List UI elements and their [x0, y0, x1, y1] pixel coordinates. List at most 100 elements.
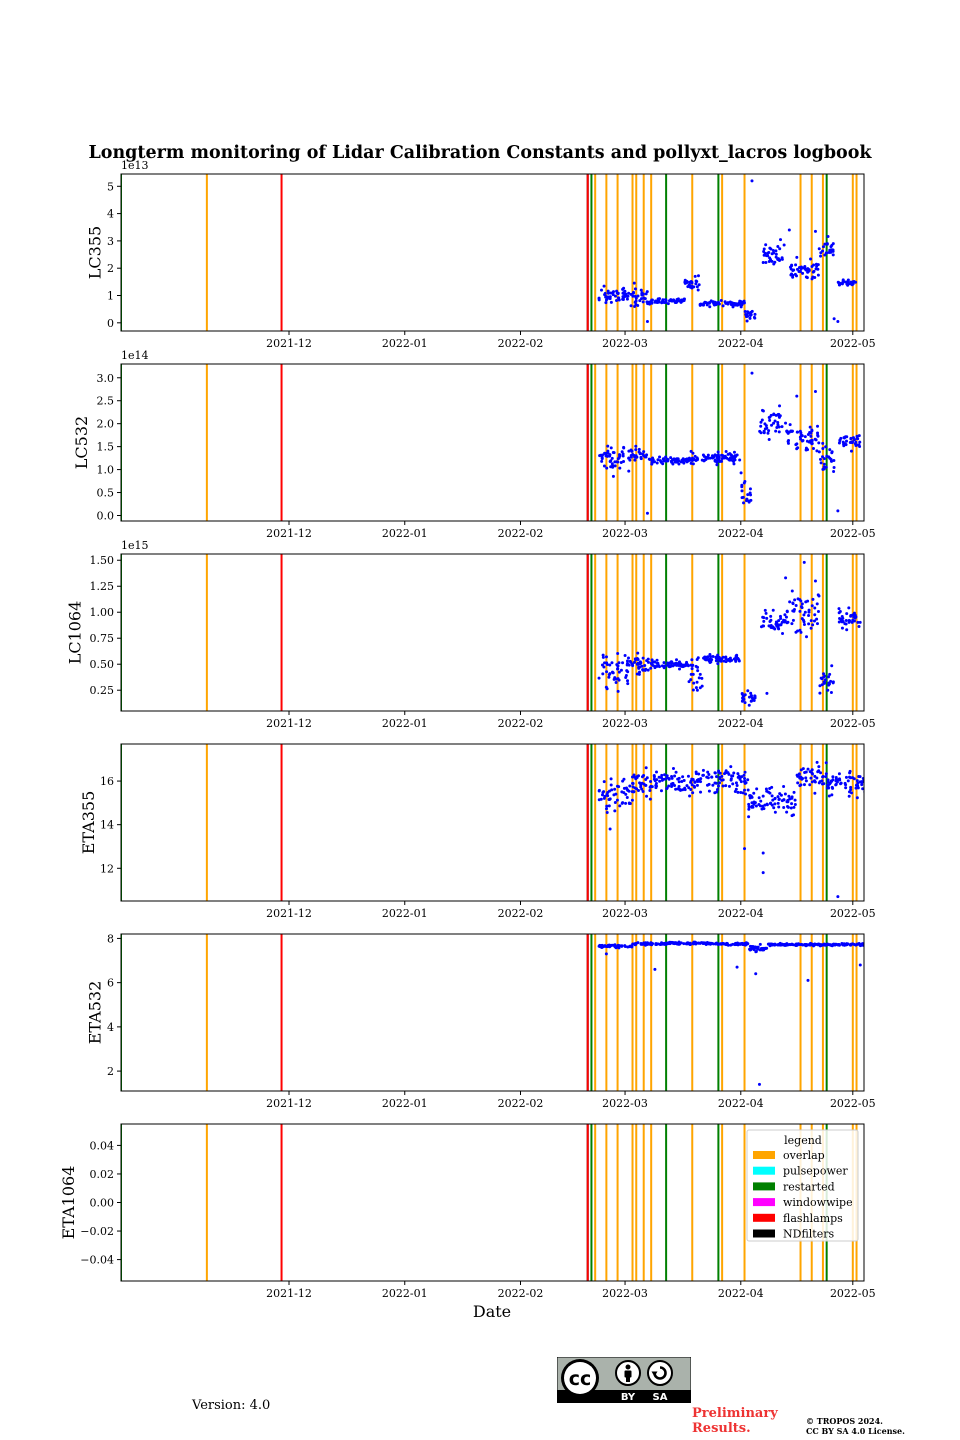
- x-tick-label: 2022-01: [382, 1097, 428, 1110]
- y-offset-text: 1e14: [121, 349, 149, 362]
- data-point: [778, 247, 782, 251]
- x-tick-label: 2022-05: [830, 907, 876, 920]
- data-point: [662, 459, 666, 463]
- x-tick-label: 2022-02: [498, 527, 544, 540]
- data-point: [773, 796, 777, 800]
- data-point: [810, 439, 814, 443]
- data-point: [844, 783, 848, 787]
- data-point: [689, 663, 693, 667]
- data-point: [837, 441, 841, 445]
- data-point: [609, 459, 613, 463]
- data-point: [946, 289, 949, 292]
- data-point: [706, 453, 710, 457]
- data-point: [828, 448, 832, 452]
- data-point: [753, 694, 757, 698]
- data-point: [882, 453, 885, 456]
- data-point: [883, 790, 886, 793]
- data-point: [644, 667, 648, 671]
- data-point: [777, 623, 781, 627]
- data-point: [831, 943, 835, 947]
- data-point: [643, 297, 647, 301]
- data-point: [789, 806, 793, 810]
- data-point: [872, 299, 875, 302]
- data-point: [830, 451, 834, 455]
- data-point: [661, 942, 665, 946]
- data-point: [658, 455, 662, 459]
- data-point: [625, 297, 629, 301]
- by-attribution-icon: [615, 1360, 641, 1386]
- data-point: [649, 941, 653, 945]
- data-point: [796, 774, 800, 778]
- y-tick-label: 6: [107, 977, 114, 990]
- data-point: [824, 465, 828, 469]
- x-tick-label: 2021-12: [266, 1097, 312, 1110]
- data-point: [881, 620, 884, 623]
- data-point: [857, 443, 861, 447]
- data-point: [815, 449, 819, 453]
- data-point: [732, 457, 736, 461]
- data-point: [838, 610, 842, 614]
- data-point: [597, 297, 601, 301]
- data-point: [763, 422, 767, 426]
- data-point: [728, 300, 732, 304]
- data-point: [837, 283, 841, 287]
- y-tick-label: 1: [107, 290, 114, 303]
- y-tick-label: 3.0: [97, 372, 115, 385]
- y-tick-label: 16: [100, 775, 114, 788]
- y-tick-label: 2.0: [97, 418, 115, 431]
- data-point: [623, 654, 627, 658]
- x-tick-label: 2022-02: [498, 1097, 544, 1110]
- data-point: [879, 621, 882, 624]
- data-point: [636, 658, 640, 662]
- data-point: [938, 943, 941, 946]
- data-point: [823, 674, 827, 678]
- data-point: [798, 269, 802, 273]
- data-point: [824, 445, 828, 449]
- data-point: [661, 462, 665, 466]
- data-point: [643, 455, 647, 459]
- data-point: [940, 612, 943, 615]
- data-point: [787, 794, 791, 798]
- data-point: [877, 620, 880, 623]
- plot-area: [121, 554, 943, 711]
- data-point: [881, 771, 884, 774]
- data-point: [667, 777, 671, 781]
- data-point: [878, 293, 881, 296]
- data-point: [945, 943, 948, 946]
- data-point: [650, 661, 654, 665]
- plot-area: [121, 364, 885, 521]
- data-point: [861, 787, 864, 791]
- data-point: [938, 792, 941, 795]
- data-point: [645, 511, 649, 515]
- data-point: [616, 291, 620, 295]
- data-point: [868, 475, 871, 478]
- x-tick-label: 2022-04: [718, 527, 764, 540]
- data-point: [763, 608, 767, 612]
- data-point: [616, 677, 620, 681]
- data-point: [690, 667, 694, 671]
- data-point: [740, 692, 744, 696]
- data-point: [597, 789, 601, 793]
- data-point: [836, 895, 840, 899]
- data-point: [734, 656, 738, 660]
- data-point: [714, 942, 718, 946]
- data-point: [837, 772, 841, 776]
- data-point: [885, 623, 888, 626]
- data-point: [816, 610, 820, 614]
- data-point: [719, 657, 723, 661]
- y-tick-label: −0.02: [80, 1225, 114, 1238]
- data-point: [870, 943, 873, 946]
- data-point: [864, 944, 867, 947]
- data-point: [780, 257, 784, 261]
- axes-frame: [120, 933, 865, 1092]
- data-point: [714, 301, 718, 305]
- data-point: [871, 675, 874, 678]
- data-point: [881, 621, 884, 624]
- data-point: [870, 788, 873, 791]
- data-point: [880, 289, 883, 292]
- data-point: [604, 685, 608, 689]
- data-point: [706, 776, 710, 780]
- data-point: [798, 784, 802, 788]
- data-point: [860, 780, 864, 784]
- data-point: [940, 611, 943, 614]
